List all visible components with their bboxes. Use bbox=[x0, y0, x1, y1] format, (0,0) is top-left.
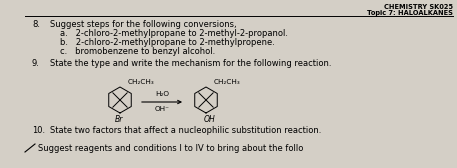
Text: H₂O: H₂O bbox=[155, 91, 169, 97]
Text: 8.: 8. bbox=[32, 20, 40, 29]
Text: Suggest reagents and conditions I to IV to bring about the follo: Suggest reagents and conditions I to IV … bbox=[38, 144, 303, 153]
Text: a.   2-chloro-2-methylpropane to 2-methyl-2-propanol.: a. 2-chloro-2-methylpropane to 2-methyl-… bbox=[60, 29, 288, 38]
Text: Br: Br bbox=[115, 115, 123, 124]
Text: 10.: 10. bbox=[32, 126, 45, 135]
Text: 9.: 9. bbox=[32, 59, 40, 68]
Text: State two factors that affect a nucleophilic substitution reaction.: State two factors that affect a nucleoph… bbox=[50, 126, 321, 135]
Text: Topic 7: HALOALKANES: Topic 7: HALOALKANES bbox=[367, 10, 453, 16]
Text: b.   2-chloro-2-methylpropane to 2-methylpropene.: b. 2-chloro-2-methylpropane to 2-methylp… bbox=[60, 38, 275, 47]
Text: Suggest steps for the following conversions,: Suggest steps for the following conversi… bbox=[50, 20, 237, 29]
Text: OH: OH bbox=[203, 115, 215, 124]
Text: CH₂CH₃: CH₂CH₃ bbox=[128, 79, 154, 85]
Text: State the type and write the mechanism for the following reaction.: State the type and write the mechanism f… bbox=[50, 59, 331, 68]
Text: OH⁻: OH⁻ bbox=[154, 106, 170, 112]
Text: c.   bromobenzene to benzyl alcohol.: c. bromobenzene to benzyl alcohol. bbox=[60, 47, 215, 56]
Text: CH₂CH₃: CH₂CH₃ bbox=[214, 79, 240, 85]
Text: CHEMISTRY SK025: CHEMISTRY SK025 bbox=[384, 4, 453, 10]
